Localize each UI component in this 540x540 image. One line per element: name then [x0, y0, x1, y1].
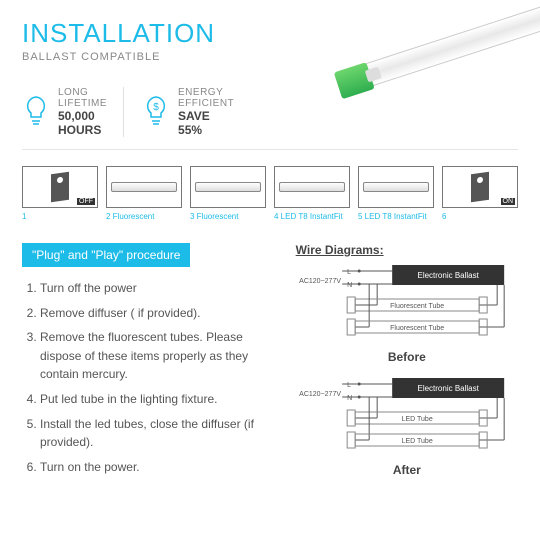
install-step: ON 6 — [442, 166, 518, 221]
diagram-caption: Before — [296, 350, 518, 364]
switch-icon: ON — [442, 166, 518, 208]
diagram-caption: After — [296, 463, 518, 477]
svg-text:N: N — [347, 282, 352, 289]
features-row: LONG LIFETIME 50,000 HOURS $ ENERGY EFFI… — [22, 87, 518, 137]
step-label: 4 LED T8 InstantFit — [274, 212, 350, 221]
procedure-item: Turn off the power — [40, 279, 278, 298]
svg-text:N: N — [347, 395, 352, 402]
feat-label: LIFETIME — [58, 98, 107, 109]
step-label: 1 — [22, 212, 98, 221]
install-step: OFF 1 — [22, 166, 98, 221]
svg-text:Fluorescent Tube: Fluorescent Tube — [390, 303, 444, 310]
dollar-icon: $ — [142, 98, 170, 126]
svg-text:Fluorescent Tube: Fluorescent Tube — [390, 325, 444, 332]
tube-icon — [274, 166, 350, 208]
svg-text:AC120~277V: AC120~277V — [299, 391, 341, 398]
wiring-column: Wire Diagrams: AC120~277V L N Electronic… — [296, 243, 518, 491]
divider — [22, 149, 518, 150]
feat-value: HOURS — [58, 123, 101, 137]
step-label: 2 Fluorescent — [106, 212, 182, 221]
switch-icon: OFF — [22, 166, 98, 208]
install-step: 2 Fluorescent — [106, 166, 182, 221]
svg-text:Electronic Ballast: Electronic Ballast — [417, 384, 479, 393]
body-row: "Plug" and "Play" procedure Turn off the… — [22, 243, 518, 491]
svg-text:L: L — [347, 382, 351, 389]
procedure-list: Turn off the power Remove diffuser ( if p… — [22, 279, 278, 476]
procedure-item: Turn on the power. — [40, 458, 278, 477]
procedure-column: "Plug" and "Play" procedure Turn off the… — [22, 243, 278, 491]
bulb-icon — [22, 98, 50, 126]
feat-label: LONG — [58, 87, 88, 98]
tube-icon — [358, 166, 434, 208]
procedure-item: Remove diffuser ( if provided). — [40, 304, 278, 323]
feat-value: SAVE — [178, 109, 210, 123]
svg-text:L: L — [347, 269, 351, 276]
feat-value: 55% — [178, 123, 202, 137]
feature-lifetime: LONG LIFETIME 50,000 HOURS — [22, 87, 124, 137]
install-step: 5 LED T8 InstantFit — [358, 166, 434, 221]
procedure-item: Put led tube in the lighting fixture. — [40, 390, 278, 409]
wiring-diagram: AC120~277V L N Electronic Ballast Fluore… — [296, 265, 518, 364]
step-label: 6 — [442, 212, 518, 221]
feat-label: ENERGY — [178, 87, 223, 98]
feat-label: EFFICIENT — [178, 98, 234, 109]
step-label: 5 LED T8 InstantFit — [358, 212, 434, 221]
procedure-badge: "Plug" and "Play" procedure — [22, 243, 190, 267]
svg-text:AC120~277V: AC120~277V — [299, 278, 341, 285]
svg-text:LED Tube: LED Tube — [401, 416, 432, 423]
svg-text:$: $ — [153, 102, 159, 113]
svg-text:LED Tube: LED Tube — [401, 438, 432, 445]
step-label: 3 Fluorescent — [190, 212, 266, 221]
install-step: 3 Fluorescent — [190, 166, 266, 221]
install-steps-row: OFF 1 2 Fluorescent 3 Fluorescent 4 LED T8 I… — [22, 166, 518, 221]
wiring-diagram: AC120~277V L N Electronic Ballast LED Tu… — [296, 378, 518, 477]
tube-icon — [106, 166, 182, 208]
install-step: 4 LED T8 InstantFit — [274, 166, 350, 221]
procedure-item: Remove the fluorescent tubes. Please dis… — [40, 328, 278, 384]
svg-text:Electronic Ballast: Electronic Ballast — [417, 271, 479, 280]
tube-icon — [190, 166, 266, 208]
wiring-diagrams: AC120~277V L N Electronic Ballast Fluore… — [296, 265, 518, 477]
procedure-item: Install the led tubes, close the diffuse… — [40, 415, 278, 452]
wiring-title: Wire Diagrams: — [296, 243, 518, 257]
feat-value: 50,000 — [58, 109, 95, 123]
feature-energy: $ ENERGY EFFICIENT SAVE 55% — [142, 87, 250, 137]
